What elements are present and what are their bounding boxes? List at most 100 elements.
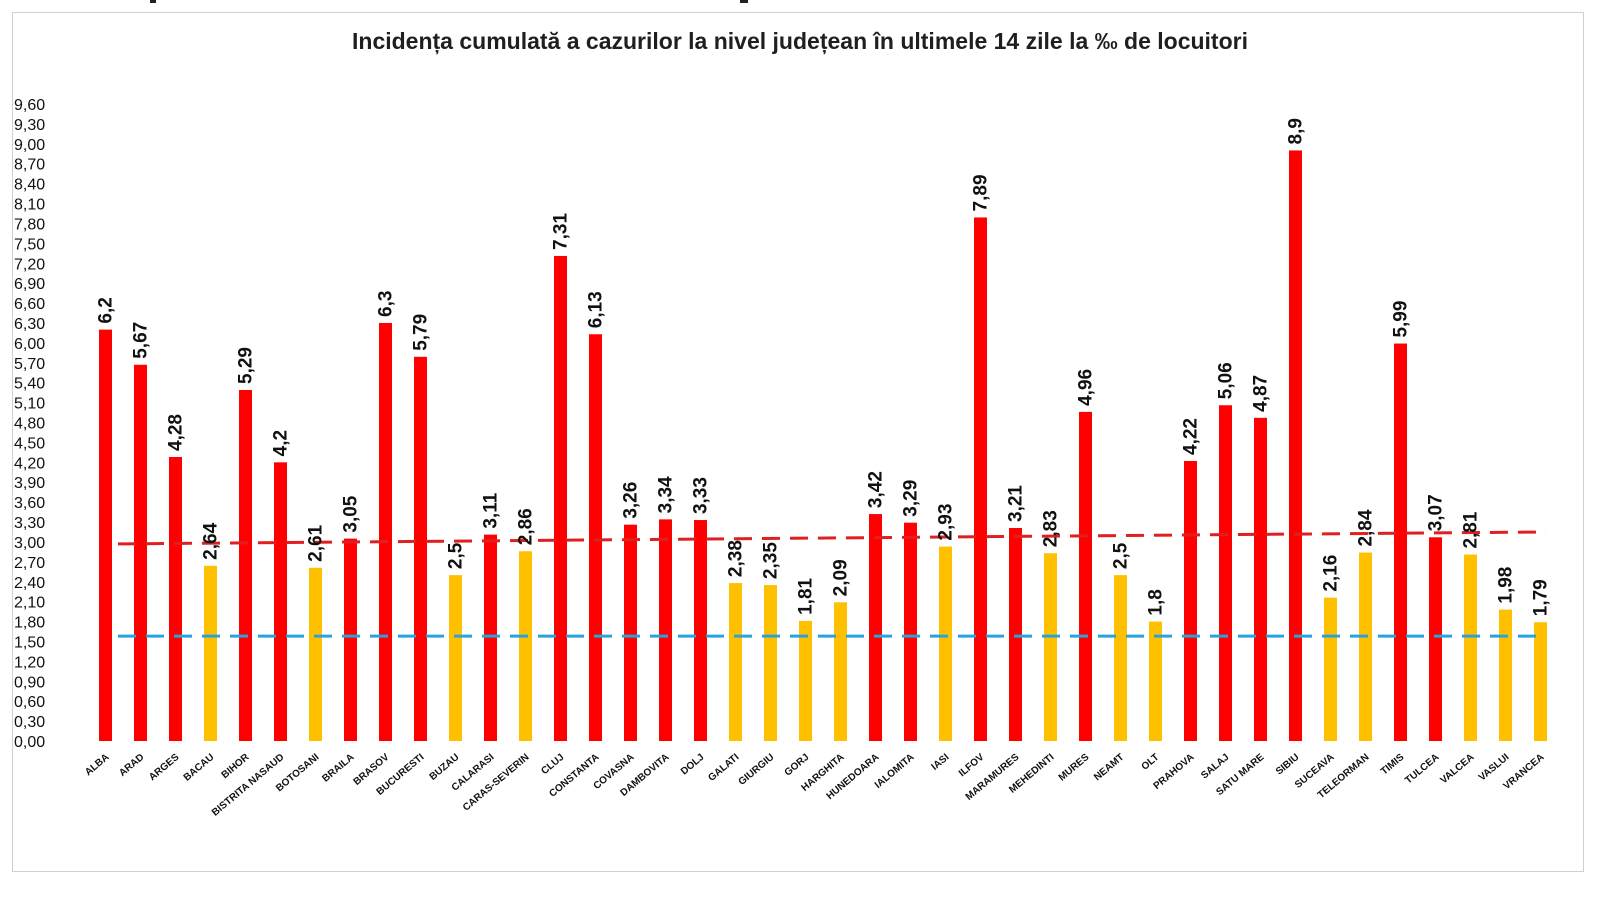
bar-calarasi: [484, 534, 497, 741]
y-tick-label: 4,80: [14, 416, 45, 433]
y-tick-label: 6,60: [14, 296, 45, 313]
x-tick-label: ALBA: [83, 752, 111, 778]
x-tick-label: BUZAU: [428, 752, 462, 783]
y-tick-label: 0,00: [14, 734, 45, 751]
top-fragment-2: [740, 0, 748, 3]
bar-brasov: [379, 322, 392, 741]
data-label: 2,64: [201, 522, 222, 559]
y-tick-label: 4,50: [14, 435, 45, 452]
bar-cluj: [554, 255, 567, 741]
x-tick-label: SIBIU: [1274, 752, 1302, 778]
x-tick-label: OLT: [1140, 752, 1162, 773]
bar-sibiu: [1289, 150, 1302, 741]
bar-teleorman: [1359, 552, 1372, 741]
x-tick-label: CLUJ: [539, 752, 566, 777]
top-strip-fragment: [0, 0, 1600, 8]
data-label: 1,8: [1146, 589, 1167, 615]
bar-dolj: [694, 520, 707, 741]
data-label: 2,84: [1356, 509, 1377, 546]
bar-galati: [729, 583, 742, 741]
bar-hunedoara: [869, 514, 882, 741]
bar-bistrita-nasaud: [274, 462, 287, 741]
bar-bacau: [204, 565, 217, 741]
data-label: 2,35: [761, 542, 782, 579]
x-tick-label: CARAS-SEVERIN: [461, 752, 531, 814]
bar-alba: [99, 329, 112, 741]
bar-maramures: [1009, 528, 1022, 741]
bar-vaslui: [1499, 609, 1512, 741]
bar-arges: [169, 457, 182, 741]
data-label: 4,28: [166, 414, 187, 451]
bar-valcea: [1464, 554, 1477, 741]
bar-dambovita: [659, 519, 672, 741]
x-tick-label: GORJ: [783, 752, 812, 779]
y-tick-label: 1,20: [14, 654, 45, 671]
y-tick-label: 8,40: [14, 177, 45, 194]
y-tick-label: 2,10: [14, 595, 45, 612]
y-tick-label: 7,80: [14, 216, 45, 233]
y-tick-label: 1,50: [14, 634, 45, 651]
bar-giurgiu: [764, 585, 777, 741]
bar-mehedinti: [1044, 553, 1057, 741]
x-tick-label: MURES: [1057, 752, 1092, 784]
data-label: 3,21: [1006, 485, 1027, 522]
data-label: 2,5: [1111, 542, 1132, 569]
x-tick-label: ARAD: [117, 752, 146, 779]
data-label: 3,29: [901, 480, 922, 517]
y-tick-label: 2,70: [14, 555, 45, 572]
data-label: 2,5: [446, 542, 467, 569]
bars: [99, 150, 1547, 741]
bar-ialomita: [904, 522, 917, 741]
bar-iasi: [939, 546, 952, 741]
y-tick-label: 9,30: [14, 117, 45, 134]
data-label: 2,09: [831, 559, 852, 596]
x-tick-label: IASI: [929, 752, 951, 773]
bar-bihor: [239, 389, 252, 741]
y-tick-label: 5,10: [14, 396, 45, 413]
x-tick-label: BIHOR: [220, 751, 252, 781]
bar-neamt: [1114, 575, 1127, 741]
y-tick-label: 5,70: [14, 356, 45, 373]
x-tick-label: ARGES: [147, 752, 182, 783]
bar-olt: [1149, 621, 1162, 741]
data-label: 4,96: [1076, 369, 1097, 406]
bar-ilfov: [974, 217, 987, 741]
y-tick-label: 3,30: [14, 515, 45, 532]
data-label: 3,05: [341, 495, 362, 532]
y-tick-label: 3,60: [14, 495, 45, 512]
bar-caras-severin: [519, 551, 532, 741]
data-label: 2,61: [306, 524, 327, 561]
data-label: 4,2: [271, 430, 292, 456]
data-label: 7,31: [551, 213, 572, 250]
y-tick-label: 6,90: [14, 276, 45, 293]
bar-botosani: [309, 567, 322, 741]
data-label: 6,3: [376, 291, 397, 317]
y-tick-label: 3,00: [14, 535, 45, 552]
x-tick-label: GIURGIU: [737, 752, 777, 788]
top-fragment-1: [150, 0, 156, 3]
data-label: 2,16: [1321, 555, 1342, 592]
data-label: 1,81: [796, 577, 817, 614]
y-tick-label: 7,50: [14, 236, 45, 253]
data-label: 6,2: [96, 297, 117, 323]
data-label: 3,42: [866, 471, 887, 508]
bar-timis: [1394, 343, 1407, 741]
data-label: 2,38: [726, 540, 747, 577]
x-tick-label: SALAJ: [1199, 752, 1231, 782]
bar-braila: [344, 538, 357, 741]
y-tick-label: 1,80: [14, 615, 45, 632]
data-label: 3,26: [621, 482, 642, 519]
data-label: 2,81: [1461, 511, 1482, 548]
data-label: 1,98: [1496, 567, 1517, 604]
y-tick-label: 8,10: [14, 197, 45, 214]
y-tick-label: 8,70: [14, 157, 45, 174]
bar-bucuresti: [414, 356, 427, 741]
x-tick-label: ILFOV: [957, 752, 987, 780]
data-label: 4,87: [1251, 375, 1272, 412]
x-tick-label: IALOMITA: [873, 752, 917, 791]
y-tick-label: 0,90: [14, 674, 45, 691]
bar-prahova: [1184, 460, 1197, 741]
bar-harghita: [834, 602, 847, 741]
